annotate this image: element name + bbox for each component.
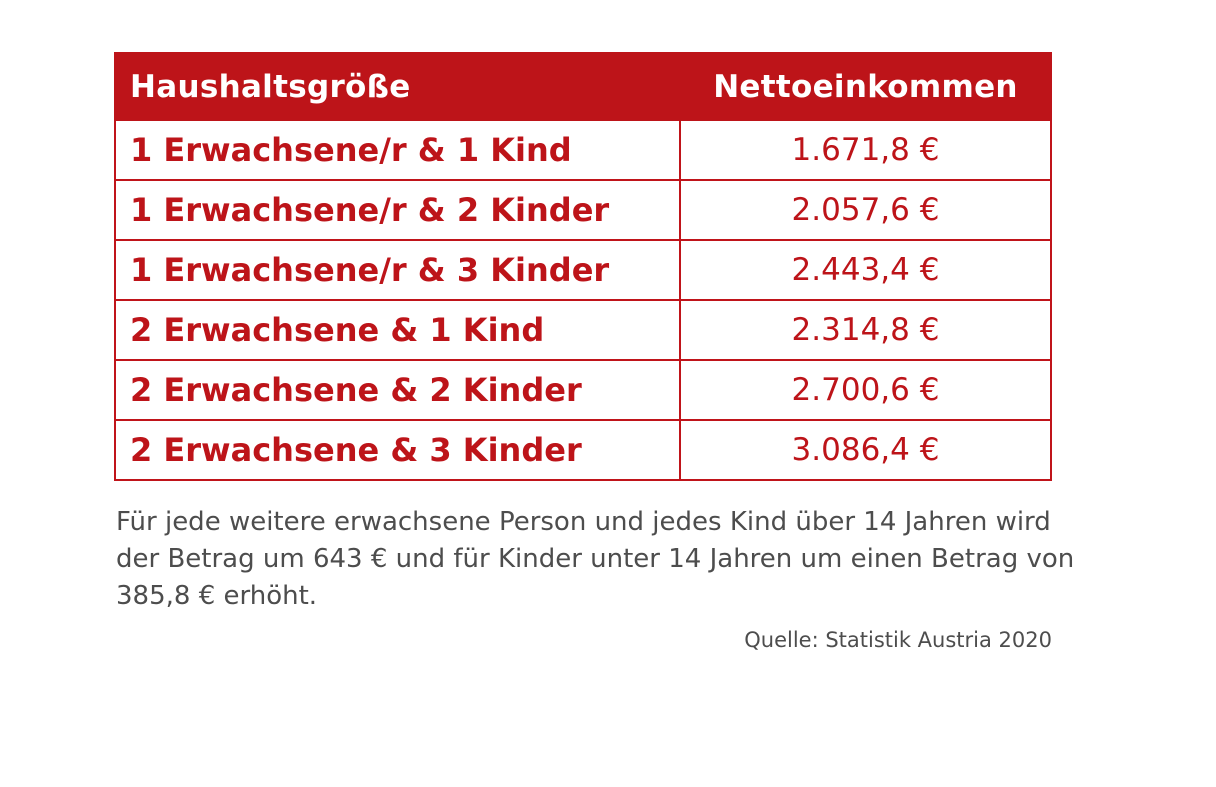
- table-row: 2 Erwachsene & 3 Kinder 3.086,4 €: [114, 419, 1052, 481]
- income-cell: 2.314,8 €: [679, 299, 1052, 361]
- income-cell: 2.057,6 €: [679, 179, 1052, 241]
- household-cell: 2 Erwachsene & 2 Kinder: [114, 359, 681, 421]
- table-row: 2 Erwachsene & 1 Kind 2.314,8 €: [114, 299, 1052, 361]
- household-cell: 1 Erwachsene/r & 3 Kinder: [114, 239, 681, 301]
- table-row: 1 Erwachsene/r & 3 Kinder 2.443,4 €: [114, 239, 1052, 301]
- household-cell: 1 Erwachsene/r & 2 Kinder: [114, 179, 681, 241]
- table-header-row: Haushaltsgröße Nettoeinkommen: [114, 52, 1052, 121]
- table-row: 1 Erwachsene/r & 2 Kinder 2.057,6 €: [114, 179, 1052, 241]
- household-cell: 1 Erwachsene/r & 1 Kind: [114, 119, 681, 181]
- household-cell: 2 Erwachsene & 1 Kind: [114, 299, 681, 361]
- table-row: 2 Erwachsene & 2 Kinder 2.700,6 €: [114, 359, 1052, 421]
- household-cell: 2 Erwachsene & 3 Kinder: [114, 419, 681, 481]
- income-cell: 2.700,6 €: [679, 359, 1052, 421]
- income-cell: 3.086,4 €: [679, 419, 1052, 481]
- income-table-container: Haushaltsgröße Nettoeinkommen 1 Erwachse…: [114, 52, 1052, 481]
- income-cell: 2.443,4 €: [679, 239, 1052, 301]
- income-cell: 1.671,8 €: [679, 119, 1052, 181]
- income-table: Haushaltsgröße Nettoeinkommen 1 Erwachse…: [114, 52, 1052, 481]
- column-header-net-income: Nettoeinkommen: [679, 52, 1052, 121]
- column-header-household-size: Haushaltsgröße: [114, 52, 681, 121]
- table-row: 1 Erwachsene/r & 1 Kind 1.671,8 €: [114, 119, 1052, 181]
- footnote-text: Für jede weitere erwachsene Person und j…: [116, 507, 1075, 611]
- source-citation: Quelle: Statistik Austria 2020: [744, 628, 1052, 652]
